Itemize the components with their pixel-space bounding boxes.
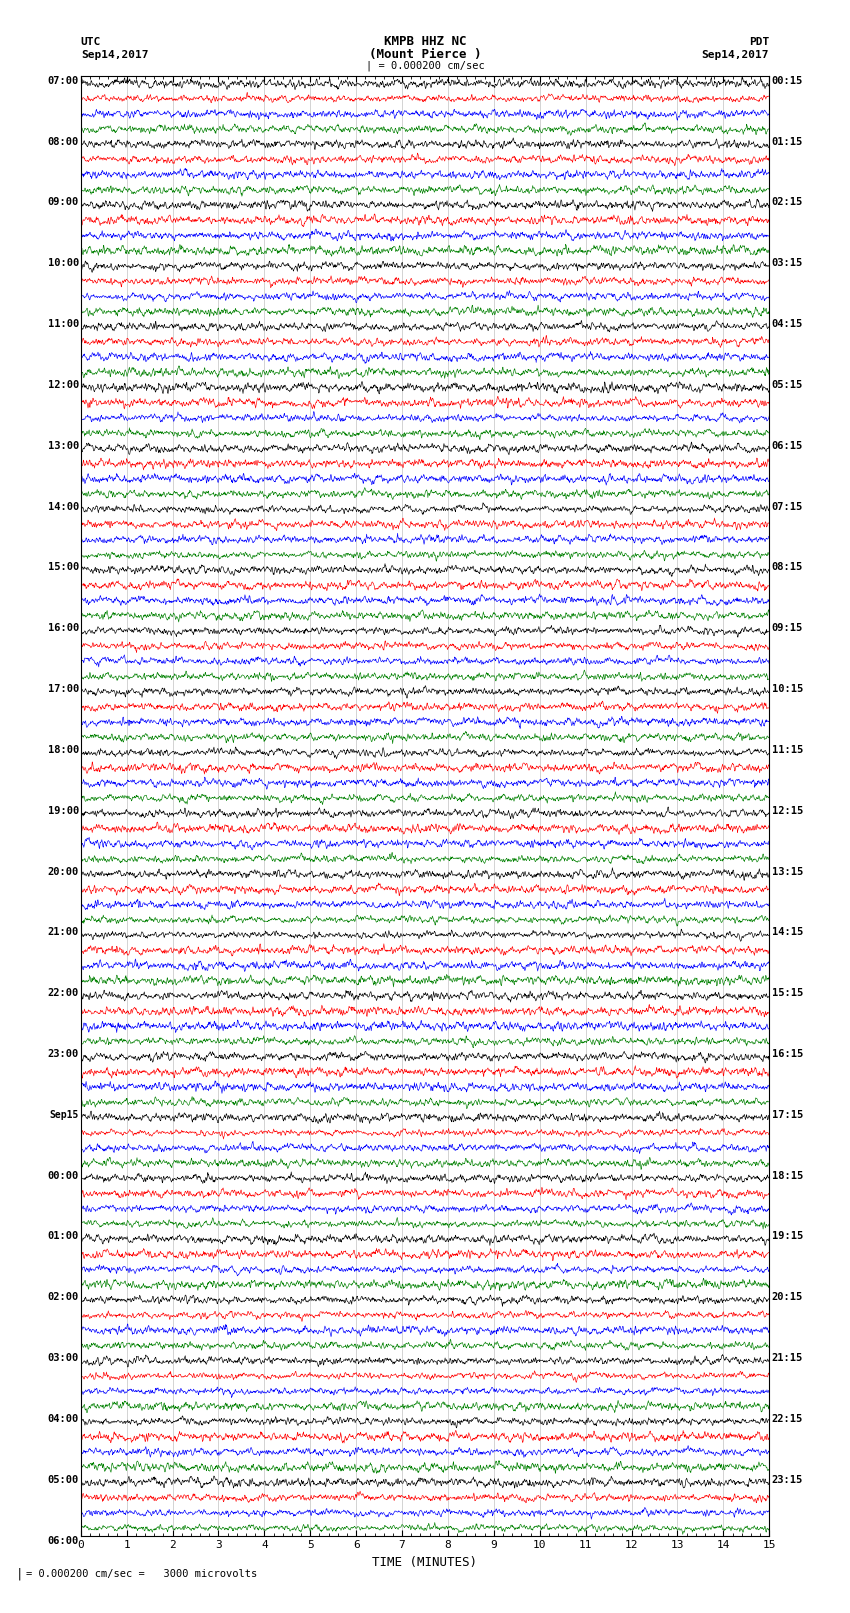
Text: 18:15: 18:15 <box>772 1171 803 1181</box>
Text: 15:00: 15:00 <box>48 563 79 573</box>
Text: (Mount Pierce ): (Mount Pierce ) <box>369 48 481 61</box>
Text: PDT: PDT <box>749 37 769 47</box>
Text: 09:00: 09:00 <box>48 197 79 208</box>
Text: 12:00: 12:00 <box>48 381 79 390</box>
Text: 01:00: 01:00 <box>48 1231 79 1242</box>
Text: |: | <box>15 1568 23 1581</box>
Text: 13:00: 13:00 <box>48 440 79 450</box>
Text: Sep14,2017: Sep14,2017 <box>81 50 148 60</box>
Text: 08:15: 08:15 <box>772 563 803 573</box>
Text: 05:00: 05:00 <box>48 1474 79 1484</box>
Text: 01:15: 01:15 <box>772 137 803 147</box>
Text: 07:00: 07:00 <box>48 76 79 85</box>
Text: 11:15: 11:15 <box>772 745 803 755</box>
Text: 07:15: 07:15 <box>772 502 803 511</box>
Text: 16:15: 16:15 <box>772 1048 803 1060</box>
Text: 17:00: 17:00 <box>48 684 79 694</box>
Text: 03:15: 03:15 <box>772 258 803 268</box>
Text: 10:00: 10:00 <box>48 258 79 268</box>
Text: 23:00: 23:00 <box>48 1048 79 1060</box>
Text: 12:15: 12:15 <box>772 806 803 816</box>
Text: 22:00: 22:00 <box>48 989 79 998</box>
Text: KMPB HHZ NC: KMPB HHZ NC <box>383 35 467 48</box>
Text: 09:15: 09:15 <box>772 623 803 634</box>
Text: 14:00: 14:00 <box>48 502 79 511</box>
Text: 21:00: 21:00 <box>48 927 79 937</box>
Text: 02:00: 02:00 <box>48 1292 79 1302</box>
Text: = 0.000200 cm/sec =   3000 microvolts: = 0.000200 cm/sec = 3000 microvolts <box>26 1569 257 1579</box>
Text: 05:15: 05:15 <box>772 381 803 390</box>
Text: 06:00: 06:00 <box>48 1536 79 1545</box>
Text: 19:00: 19:00 <box>48 806 79 816</box>
Text: 19:15: 19:15 <box>772 1231 803 1242</box>
Text: 23:15: 23:15 <box>772 1474 803 1484</box>
Text: 10:15: 10:15 <box>772 684 803 694</box>
X-axis label: TIME (MINUTES): TIME (MINUTES) <box>372 1557 478 1569</box>
Text: 15:15: 15:15 <box>772 989 803 998</box>
Text: 06:15: 06:15 <box>772 440 803 450</box>
Text: 16:00: 16:00 <box>48 623 79 634</box>
Text: 08:00: 08:00 <box>48 137 79 147</box>
Text: 18:00: 18:00 <box>48 745 79 755</box>
Text: 20:15: 20:15 <box>772 1292 803 1302</box>
Text: UTC: UTC <box>81 37 101 47</box>
Text: 13:15: 13:15 <box>772 866 803 876</box>
Text: 21:15: 21:15 <box>772 1353 803 1363</box>
Text: 20:00: 20:00 <box>48 866 79 876</box>
Text: | = 0.000200 cm/sec: | = 0.000200 cm/sec <box>366 61 484 71</box>
Text: 17:15: 17:15 <box>772 1110 803 1119</box>
Text: 02:15: 02:15 <box>772 197 803 208</box>
Text: 22:15: 22:15 <box>772 1415 803 1424</box>
Text: 11:00: 11:00 <box>48 319 79 329</box>
Text: Sep14,2017: Sep14,2017 <box>702 50 769 60</box>
Text: 04:00: 04:00 <box>48 1415 79 1424</box>
Text: 14:15: 14:15 <box>772 927 803 937</box>
Text: Sep15: Sep15 <box>49 1110 79 1119</box>
Text: 00:00: 00:00 <box>48 1171 79 1181</box>
Text: 04:15: 04:15 <box>772 319 803 329</box>
Text: 00:15: 00:15 <box>772 76 803 85</box>
Text: 03:00: 03:00 <box>48 1353 79 1363</box>
